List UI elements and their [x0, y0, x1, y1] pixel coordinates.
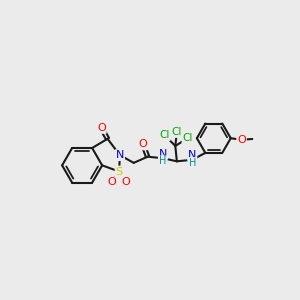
- Text: O: O: [139, 140, 147, 149]
- Text: S: S: [116, 167, 123, 176]
- Text: N: N: [188, 150, 196, 160]
- Text: O: O: [97, 123, 106, 133]
- Text: H: H: [189, 158, 196, 168]
- Text: O: O: [121, 177, 130, 187]
- Text: H: H: [159, 156, 167, 166]
- Text: N: N: [116, 150, 124, 160]
- Text: Cl: Cl: [182, 133, 193, 143]
- Text: O: O: [237, 135, 246, 145]
- Text: Cl: Cl: [159, 130, 170, 140]
- Text: O: O: [107, 177, 116, 187]
- Text: Cl: Cl: [172, 127, 182, 137]
- Text: N: N: [159, 148, 167, 159]
